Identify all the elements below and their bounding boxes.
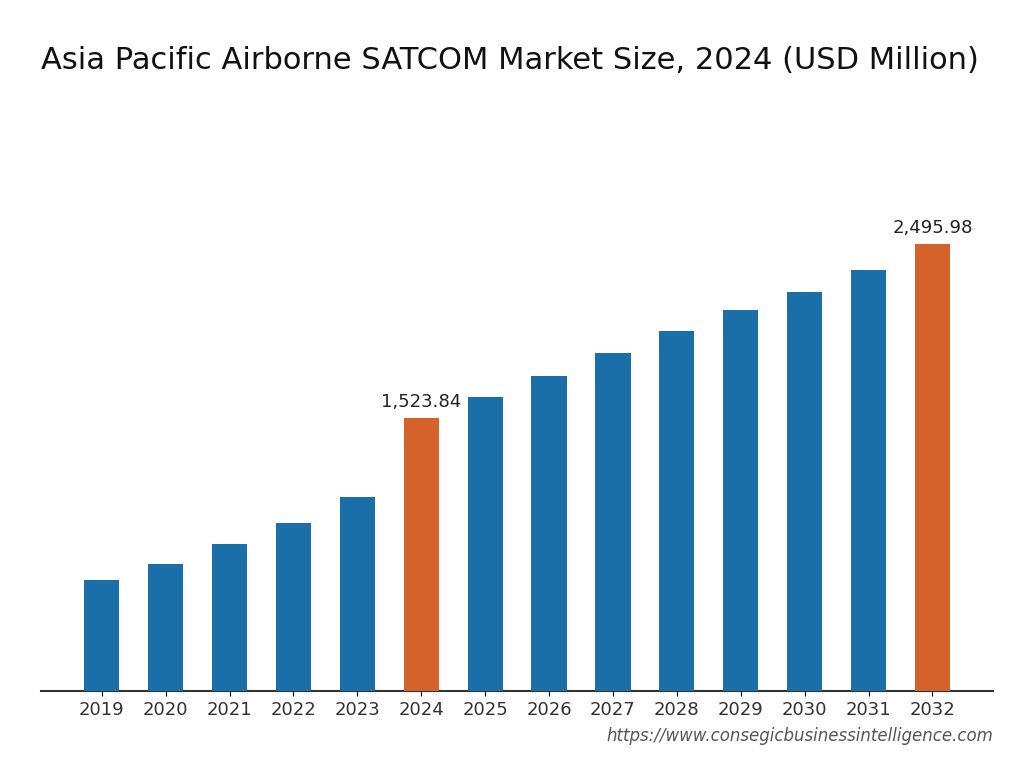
Bar: [851, 270, 886, 691]
Bar: [468, 397, 503, 691]
Bar: [275, 523, 311, 691]
Bar: [914, 244, 950, 691]
Bar: [787, 292, 822, 691]
Bar: [403, 418, 439, 691]
Text: https://www.consegicbusinessintelligence.com: https://www.consegicbusinessintelligence…: [606, 727, 993, 745]
Bar: [723, 310, 759, 691]
Text: 2,495.98: 2,495.98: [892, 219, 973, 237]
Bar: [340, 497, 375, 691]
Text: 1,523.84: 1,523.84: [381, 393, 462, 411]
Text: Asia Pacific Airborne SATCOM Market Size, 2024 (USD Million): Asia Pacific Airborne SATCOM Market Size…: [41, 46, 979, 75]
Bar: [84, 580, 120, 691]
Bar: [595, 353, 631, 691]
Bar: [659, 331, 694, 691]
Bar: [212, 545, 247, 691]
Bar: [148, 564, 183, 691]
Bar: [531, 376, 566, 691]
